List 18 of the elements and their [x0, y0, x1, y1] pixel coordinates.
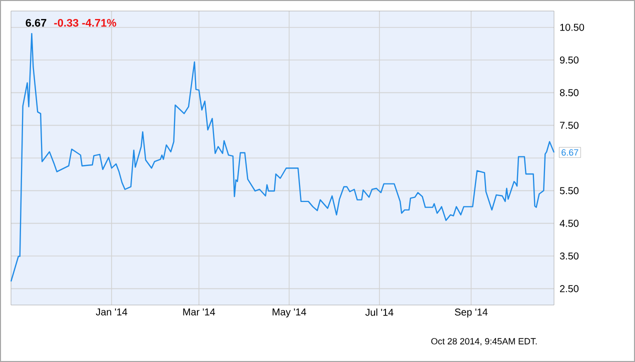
- annotation: 6.67: [562, 149, 578, 156]
- y-tick-label: 10.50: [560, 24, 584, 31]
- text: Oct 28 2014, 9:45AM EDT.: [431, 338, 537, 346]
- text: 6.67: [26, 18, 46, 27]
- y-tick-label: 9.50: [560, 56, 579, 64]
- text: -0.33 -4.71%: [54, 18, 116, 27]
- line-series: [10, 32, 555, 282]
- y-tick-label: 4.50: [560, 220, 579, 227]
- y-tick-label: 3.50: [560, 252, 579, 260]
- y-tick-label: 8.50: [560, 89, 579, 96]
- x-tick-label: Jul '14: [365, 308, 394, 316]
- y-tick-label: 2.50: [560, 285, 579, 292]
- x-tick-label: Jan '14: [96, 308, 128, 316]
- x-tick-label: May '14: [272, 308, 306, 318]
- x-tick-label: Sep '14: [454, 308, 488, 318]
- y-tick-label: 5.50: [560, 187, 579, 194]
- y-tick-label: 7.50: [560, 122, 579, 129]
- x-tick-label: Mar '14: [183, 308, 216, 316]
